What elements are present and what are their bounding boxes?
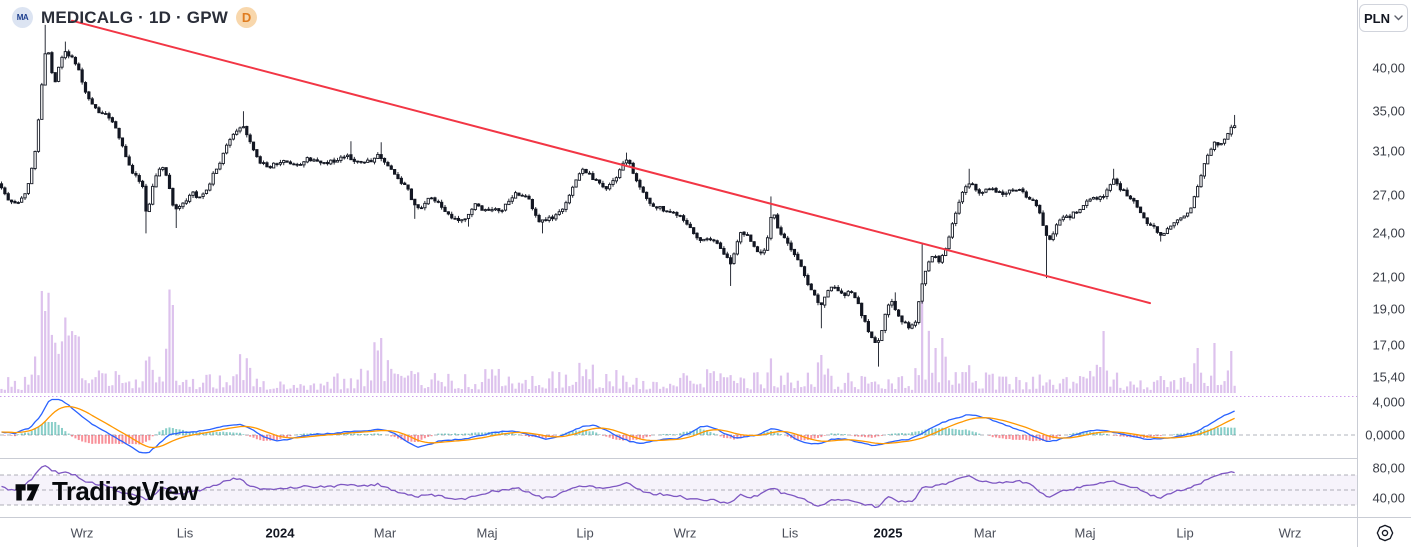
tradingview-logo-icon: [15, 483, 40, 501]
price-axis-label: 35,00: [1372, 103, 1405, 119]
price-axis-label: 31,00: [1372, 143, 1405, 158]
currency-label: PLN: [1364, 10, 1390, 26]
price-axis-label: 27,00: [1372, 187, 1405, 203]
price-axis-label: 40,00: [1372, 60, 1405, 76]
price-axis-label: 17,00: [1372, 337, 1405, 353]
time-axis-label: Maj: [476, 525, 498, 541]
time-axis-label: 2024: [265, 525, 295, 541]
currency-selector-button[interactable]: PLN: [1359, 4, 1408, 32]
time-axis-label: Wrz: [1278, 525, 1302, 541]
rsi-layer: [1, 465, 1235, 509]
time-axis-label: Lis: [176, 525, 194, 541]
time-axis[interactable]: Wrz Lis 2024 Mar Maj Lip Wrz Lis 2025 Mar Maj Lip Wr…: [0, 517, 1357, 547]
time-axis-label: Maj: [1074, 525, 1096, 541]
tradingview-watermark-text: TradingView: [52, 476, 199, 506]
price-axis-label: 21,00: [1372, 269, 1405, 285]
price-axis[interactable]: 40,00 35,00 31,00 27,00 24,00 21,00 19,00 17,00…: [1357, 0, 1411, 517]
time-axis-label: Lip: [576, 525, 594, 541]
gear-icon: [1376, 524, 1394, 542]
time-axis-label: Wrz: [673, 525, 697, 541]
timeframe-badge: D: [236, 7, 258, 28]
price-axis-label: 15,40: [1372, 369, 1405, 385]
price-axis-label: 19,00: [1372, 301, 1405, 317]
rsi-axis-label: 80,00: [1372, 460, 1405, 476]
time-axis-label: Lip: [1176, 525, 1194, 541]
macd-axis-label: 4,000: [1372, 394, 1405, 410]
time-axis-label: 2025: [873, 525, 903, 541]
time-axis-label: Mar: [973, 525, 997, 541]
price-axis-label: 24,00: [1372, 225, 1405, 241]
candles-layer: [0, 24, 1237, 367]
chevron-down-icon: [1394, 15, 1403, 21]
time-axis-label: Wrz: [70, 525, 94, 541]
tradingview-watermark: TradingView: [14, 476, 199, 507]
macd-layer: [1, 398, 1236, 454]
symbol-header: MA MEDICALG · 1D · GPW D: [12, 7, 258, 28]
chart-canvas[interactable]: [0, 0, 1357, 547]
trendline[interactable]: [71, 19, 1151, 305]
scale-settings-corner[interactable]: [1357, 517, 1411, 547]
symbol-logo: MA: [12, 7, 33, 28]
macd-axis-label: 0,0000: [1365, 427, 1405, 443]
symbol-title: MEDICALG · 1D · GPW: [41, 7, 229, 27]
time-axis-label: Mar: [373, 525, 397, 541]
time-axis-label: Lis: [781, 525, 799, 541]
rsi-axis-label: 40,00: [1372, 490, 1405, 506]
volume-layer: [0, 288, 1236, 393]
